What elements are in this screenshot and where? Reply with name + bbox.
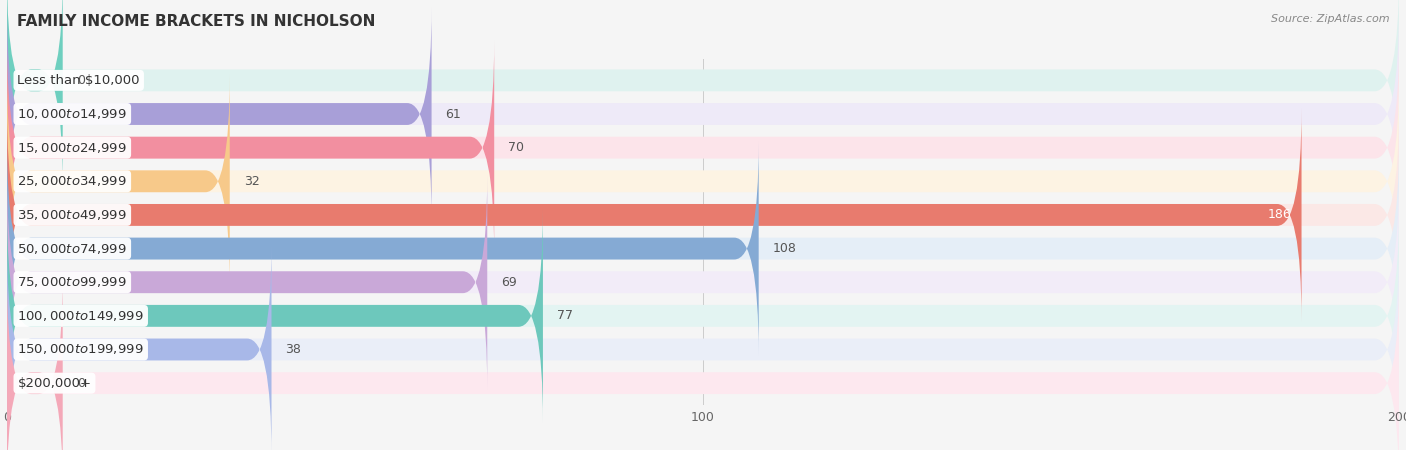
Text: FAMILY INCOME BRACKETS IN NICHOLSON: FAMILY INCOME BRACKETS IN NICHOLSON — [17, 14, 375, 28]
Text: 38: 38 — [285, 343, 301, 356]
FancyBboxPatch shape — [7, 176, 488, 389]
FancyBboxPatch shape — [7, 276, 1399, 450]
FancyBboxPatch shape — [7, 276, 63, 450]
Text: 108: 108 — [773, 242, 796, 255]
FancyBboxPatch shape — [7, 243, 1399, 450]
FancyBboxPatch shape — [7, 142, 1399, 356]
Text: 0: 0 — [77, 377, 84, 390]
FancyBboxPatch shape — [7, 0, 63, 187]
Text: 61: 61 — [446, 108, 461, 121]
Text: 77: 77 — [557, 309, 572, 322]
Text: 0: 0 — [77, 74, 84, 87]
Text: Less than $10,000: Less than $10,000 — [17, 74, 141, 87]
Text: 186: 186 — [1267, 208, 1291, 221]
FancyBboxPatch shape — [7, 41, 1399, 254]
FancyBboxPatch shape — [7, 41, 495, 254]
Text: 32: 32 — [243, 175, 260, 188]
FancyBboxPatch shape — [7, 142, 759, 356]
FancyBboxPatch shape — [7, 7, 1399, 221]
Text: $35,000 to $49,999: $35,000 to $49,999 — [17, 208, 127, 222]
Text: $100,000 to $149,999: $100,000 to $149,999 — [17, 309, 143, 323]
FancyBboxPatch shape — [7, 7, 432, 221]
Text: $10,000 to $14,999: $10,000 to $14,999 — [17, 107, 127, 121]
Text: $75,000 to $99,999: $75,000 to $99,999 — [17, 275, 127, 289]
FancyBboxPatch shape — [7, 75, 229, 288]
FancyBboxPatch shape — [7, 243, 271, 450]
FancyBboxPatch shape — [7, 176, 1399, 389]
Text: 69: 69 — [501, 276, 517, 289]
Text: $25,000 to $34,999: $25,000 to $34,999 — [17, 174, 127, 188]
Text: $200,000+: $200,000+ — [17, 377, 91, 390]
Text: 70: 70 — [508, 141, 524, 154]
FancyBboxPatch shape — [7, 75, 1399, 288]
FancyBboxPatch shape — [7, 0, 1399, 187]
Text: Source: ZipAtlas.com: Source: ZipAtlas.com — [1271, 14, 1389, 23]
FancyBboxPatch shape — [7, 209, 1399, 423]
Text: $50,000 to $74,999: $50,000 to $74,999 — [17, 242, 127, 256]
FancyBboxPatch shape — [7, 108, 1302, 322]
FancyBboxPatch shape — [7, 108, 1399, 322]
Text: $15,000 to $24,999: $15,000 to $24,999 — [17, 141, 127, 155]
Text: $150,000 to $199,999: $150,000 to $199,999 — [17, 342, 143, 356]
FancyBboxPatch shape — [7, 209, 543, 423]
